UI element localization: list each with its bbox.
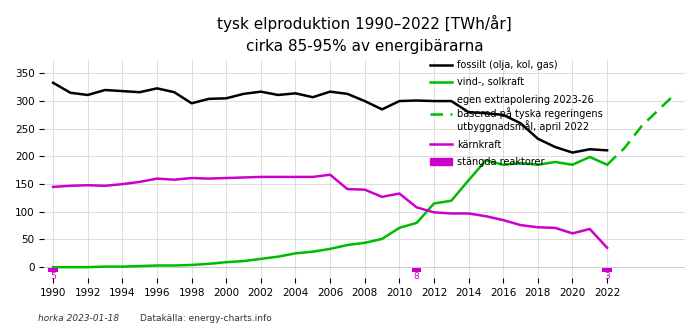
Text: horka 2023-01-18: horka 2023-01-18 — [38, 314, 120, 323]
Bar — [412, 268, 421, 272]
Text: 8: 8 — [414, 272, 419, 281]
Legend: fossilt (olja, kol, gas), vind-, solkraft, egen extrapolering 2023-26
baserad på: fossilt (olja, kol, gas), vind-, solkraf… — [430, 60, 603, 167]
Bar — [602, 268, 612, 272]
Text: Datakälla: energy-charts.info: Datakälla: energy-charts.info — [140, 314, 272, 323]
Text: 3: 3 — [604, 272, 610, 281]
Title: tysk elproduktion 1990–2022 [TWh/år]
cirka 85-95% av energibärarna: tysk elproduktion 1990–2022 [TWh/år] cir… — [218, 15, 512, 54]
Bar — [48, 268, 58, 272]
Text: 5: 5 — [50, 272, 56, 281]
